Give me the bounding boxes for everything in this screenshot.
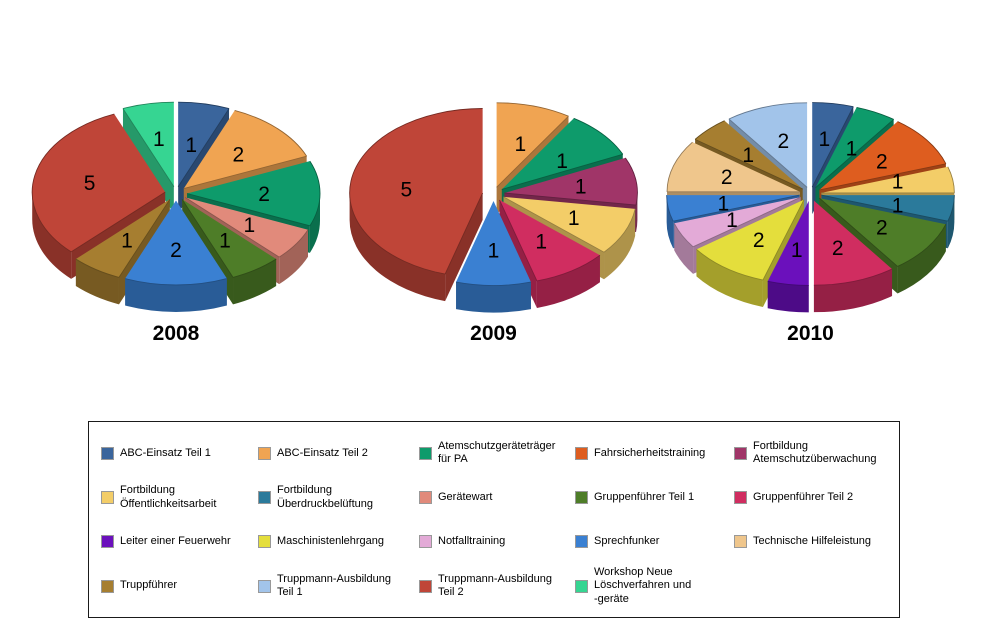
svg-text:5: 5 [84, 172, 96, 195]
svg-text:2: 2 [876, 216, 888, 239]
svg-text:1: 1 [568, 207, 580, 230]
svg-text:2: 2 [721, 166, 733, 189]
svg-text:2009: 2009 [470, 322, 517, 345]
svg-text:1: 1 [185, 134, 197, 157]
svg-text:2: 2 [170, 239, 182, 262]
svg-text:2: 2 [753, 229, 765, 252]
svg-text:1: 1 [556, 150, 568, 173]
svg-text:2: 2 [232, 143, 244, 166]
svg-text:1: 1 [575, 176, 587, 199]
svg-text:1: 1 [726, 209, 738, 232]
svg-text:1: 1 [892, 171, 904, 194]
svg-text:2: 2 [258, 183, 270, 206]
svg-text:2: 2 [777, 130, 789, 153]
svg-text:1: 1 [488, 240, 500, 263]
svg-text:1: 1 [153, 128, 165, 151]
svg-text:1: 1 [219, 230, 231, 253]
svg-text:1: 1 [846, 138, 858, 161]
svg-text:2010: 2010 [787, 322, 834, 345]
svg-text:1: 1 [121, 230, 133, 253]
svg-text:2008: 2008 [153, 322, 200, 345]
svg-text:2: 2 [876, 151, 888, 174]
svg-text:5: 5 [400, 179, 412, 202]
svg-text:1: 1 [514, 133, 526, 156]
svg-text:1: 1 [535, 231, 547, 254]
svg-text:1: 1 [243, 214, 255, 237]
svg-text:2: 2 [832, 237, 844, 260]
svg-text:1: 1 [791, 239, 803, 262]
svg-text:1: 1 [818, 128, 830, 151]
svg-text:1: 1 [742, 144, 754, 167]
svg-text:1: 1 [718, 192, 730, 215]
svg-text:1: 1 [892, 194, 904, 217]
